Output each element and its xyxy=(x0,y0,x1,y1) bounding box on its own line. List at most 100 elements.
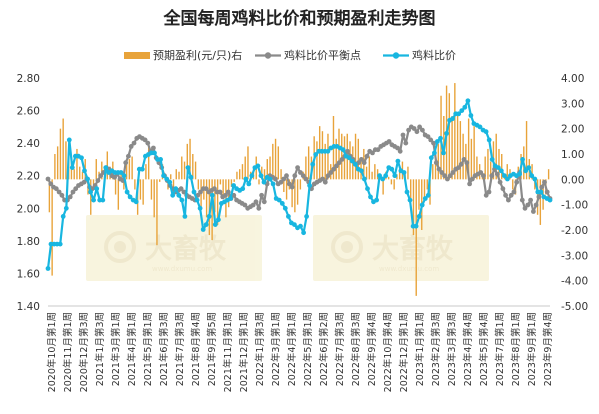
balance-point xyxy=(442,173,447,179)
axes: 1.40 1.60 1.80 2.00 2.20 2.40 2.60 2.80 4.00 3.00… xyxy=(17,73,589,313)
ratio-point xyxy=(380,176,386,182)
balance-point xyxy=(253,199,259,205)
ratio-point xyxy=(349,158,355,164)
balance-point xyxy=(481,173,486,179)
balance-point xyxy=(225,189,231,195)
ratio-point xyxy=(182,214,188,219)
profit-bar xyxy=(79,166,81,180)
profit-bar xyxy=(357,138,360,180)
ratio-point xyxy=(428,155,434,161)
ratio-point xyxy=(258,173,264,179)
ratio-point xyxy=(383,173,389,179)
y-right-tick-label: 4.00 xyxy=(561,73,584,85)
profit-bar xyxy=(222,179,224,195)
profit-bar xyxy=(90,179,92,215)
balance-point xyxy=(298,170,303,175)
y-left-tick-label: 2.40 xyxy=(17,138,40,150)
ratio-point xyxy=(517,171,522,177)
profit-bar xyxy=(456,113,459,180)
profit-bar xyxy=(462,133,464,180)
profit-bar xyxy=(299,179,302,190)
profit-bar xyxy=(192,154,194,180)
profit-bar xyxy=(432,164,434,180)
x-tick-label: 2023年9月第1周 xyxy=(526,312,538,386)
balance-point xyxy=(284,173,289,179)
ratio-point xyxy=(489,157,495,162)
balance-point xyxy=(95,178,101,184)
profit-bar xyxy=(429,179,431,205)
x-tick-label: 2021年12月第1周 xyxy=(238,312,250,392)
profit-bar xyxy=(354,133,357,180)
x-tick-label: 2022年9月第4周 xyxy=(366,312,378,386)
profit-bar xyxy=(415,179,417,296)
y-left-tick-label: 1.80 xyxy=(17,236,40,248)
balance-point xyxy=(445,176,450,182)
balance-point xyxy=(281,176,287,182)
profit-bar xyxy=(183,161,186,180)
ratio-point xyxy=(45,266,51,271)
ratio-point xyxy=(133,199,139,205)
ratio-point xyxy=(139,166,145,172)
profit-bar xyxy=(407,166,409,180)
profit-bar xyxy=(489,161,492,180)
ratio-point xyxy=(502,173,507,179)
balance-point xyxy=(217,189,223,195)
legend-label-ratio: 鸡料比价 xyxy=(412,48,456,62)
balance-point xyxy=(370,150,375,156)
balance-point xyxy=(417,124,422,130)
legend: 预期盈利(元/只)右 鸡料比价平衡点 鸡料比价 xyxy=(124,48,456,62)
ratio-point xyxy=(191,189,197,195)
profit-bar xyxy=(376,169,379,180)
balance-point xyxy=(131,140,137,146)
profit-bar xyxy=(258,179,260,185)
balance-point xyxy=(397,148,403,154)
balance-point xyxy=(256,205,262,211)
ratio-point xyxy=(292,222,297,228)
profit-bar xyxy=(398,169,401,180)
y-left-tick-label: 2.20 xyxy=(17,171,40,183)
profit-bar xyxy=(216,179,219,225)
profit-bar xyxy=(426,179,428,190)
ratio-point xyxy=(374,197,379,203)
balance-point xyxy=(320,176,325,182)
profit-bar xyxy=(92,179,95,185)
balance-point xyxy=(464,160,470,166)
profit-bar xyxy=(487,148,489,180)
profit-bar xyxy=(214,179,216,213)
balance-point xyxy=(128,144,134,149)
x-tick-label: 2021年5月第1周 xyxy=(142,312,154,386)
profit-bar xyxy=(272,143,274,180)
ratio-point xyxy=(444,131,449,136)
ratio-point xyxy=(209,192,215,198)
profit-bar xyxy=(525,121,528,180)
ratio-point xyxy=(282,205,288,211)
profit-bar xyxy=(170,174,172,180)
ratio-point xyxy=(179,197,185,203)
balance-point xyxy=(414,129,420,135)
balance-point xyxy=(486,189,492,195)
profit-bar xyxy=(454,83,456,180)
ratio-point xyxy=(362,176,367,182)
y-left-tick-label: 2.00 xyxy=(17,203,40,215)
ratio-point xyxy=(103,165,109,171)
ratio-point xyxy=(313,152,319,157)
profit-bar xyxy=(393,179,395,190)
profit-bar xyxy=(484,156,486,180)
ratio-point xyxy=(197,205,203,211)
balance-point xyxy=(295,165,300,171)
profit-bar xyxy=(294,179,296,213)
x-tick-label: 2023年1月第1周 xyxy=(414,312,426,386)
balance-point xyxy=(511,189,517,195)
profit-bar xyxy=(181,156,183,180)
profit-bar xyxy=(51,179,53,276)
ratio-point xyxy=(100,197,106,203)
profit-bar xyxy=(291,179,293,208)
ratio-point xyxy=(246,181,252,187)
x-tick-label: 2021年4月第1周 xyxy=(126,312,138,386)
ratio-point xyxy=(152,150,157,156)
ratio-point xyxy=(404,189,410,195)
x-tick-label: 2022年5月第1周 xyxy=(302,312,314,386)
balance-point xyxy=(428,137,434,143)
profit-bar xyxy=(261,166,263,180)
profit-bar xyxy=(139,179,142,200)
